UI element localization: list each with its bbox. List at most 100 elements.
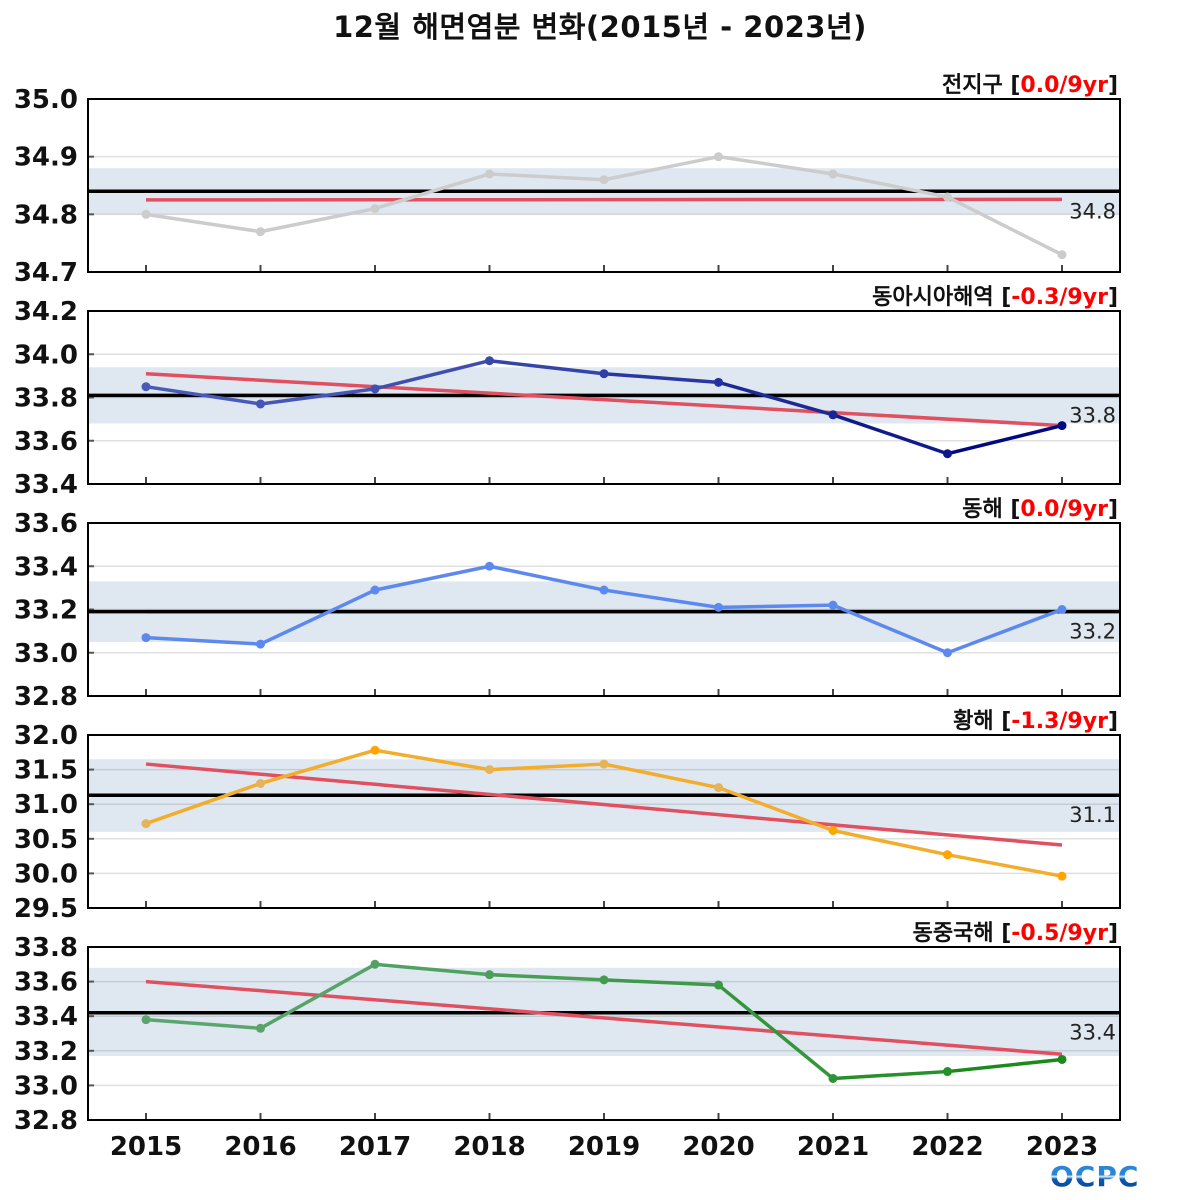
series-segment [945, 1057, 1064, 1074]
trend-line [145, 371, 1063, 428]
series-segment [373, 748, 492, 772]
series-segment [258, 748, 377, 786]
series-segment [831, 828, 950, 857]
ytick-label: 33.6 [14, 968, 78, 998]
data-point-2023 [1057, 605, 1067, 614]
series-segment [716, 785, 835, 833]
mean-value-label: 31.1 [1069, 803, 1116, 827]
plot-frame [87, 734, 1121, 909]
mean-value-label: 33.4 [1069, 1021, 1116, 1045]
mean-value-label: 33.8 [1069, 403, 1116, 427]
data-point-2015 [141, 819, 151, 829]
data-point-2015 [141, 633, 151, 643]
panel-4: 29.5 30.0 30.5 31.0 31.5 32.0 31.1 황해 [-1.3/9yr… [14, 709, 1121, 924]
series-segment [945, 607, 1064, 655]
data-point-2020 [714, 602, 723, 612]
series-segment [831, 413, 950, 456]
ytick-label: 32.8 [14, 1106, 78, 1136]
series-segment [716, 154, 835, 176]
data-point-2018 [485, 765, 494, 775]
data-point-2016 [256, 399, 265, 409]
series-segment [373, 358, 492, 391]
ytick-label: 29.5 [14, 894, 78, 924]
ytick-label: 33.6 [14, 509, 78, 539]
data-point-2016 [256, 227, 265, 237]
xtick-label: 2019 [568, 1132, 640, 1162]
ytick-label: 33.4 [14, 552, 78, 582]
ytick-label: 33.8 [14, 933, 78, 963]
series-segment [602, 762, 721, 790]
series-segment [487, 972, 606, 982]
series-segment [945, 852, 1064, 878]
data-point-2023 [1057, 871, 1067, 881]
series-segment [487, 762, 606, 772]
series-segment [945, 423, 1064, 456]
data-point-2017 [370, 384, 380, 394]
region-name: 동중국해 [ [913, 921, 1012, 946]
data-point-2016 [256, 778, 265, 788]
series-segment [258, 962, 377, 1031]
xtick-label: 2022 [911, 1132, 983, 1162]
region-name: 동해 [ [962, 497, 1020, 522]
trend-value: -0.5/9yr [1011, 921, 1108, 946]
ytick-label: 33.6 [14, 427, 78, 457]
ytick-label: 31.0 [14, 790, 78, 820]
plot-frame [87, 310, 1121, 485]
ytick-label: 30.0 [14, 859, 78, 889]
ytick-label: 32.0 [14, 721, 78, 751]
data-point-2020 [714, 783, 723, 793]
data-point-2020 [714, 980, 723, 990]
ytick-label: 33.4 [14, 470, 78, 500]
xtick-label: 2023 [1026, 1132, 1098, 1162]
ytick-label: 30.5 [14, 825, 78, 855]
panel-1: 34.7 34.8 34.9 35.0 34.8 전지구 [0.0/9yr] [14, 73, 1121, 288]
ocpc-logo: OCPC [1050, 1160, 1140, 1193]
series-segment [487, 358, 606, 376]
series-segment [258, 387, 377, 406]
series-segment [602, 978, 721, 987]
ytick-label: 34.7 [14, 258, 78, 288]
data-point-2019 [599, 759, 609, 769]
data-point-2021 [828, 169, 838, 179]
data-point-2018 [485, 169, 494, 179]
series-segment [144, 384, 263, 406]
data-point-2022 [943, 449, 952, 459]
data-point-2017 [370, 745, 380, 755]
panel-title: 동해 [0.0/9yr] [962, 497, 1118, 522]
data-point-2021 [828, 825, 838, 835]
plot-frame [87, 522, 1121, 697]
panel-title: 동중국해 [-0.5/9yr] [913, 921, 1118, 946]
trend-line [145, 762, 1063, 847]
ytick-label: 31.5 [14, 756, 78, 786]
series-segment [373, 564, 492, 592]
xtick-label: 2016 [224, 1132, 296, 1162]
ytick-label: 34.2 [14, 297, 78, 327]
data-point-2017 [370, 585, 380, 595]
series-segment [373, 962, 492, 977]
trend-value: -1.3/9yr [1011, 709, 1108, 734]
ytick-label: 34.8 [14, 200, 78, 230]
data-point-2022 [943, 1067, 952, 1077]
data-point-2022 [943, 850, 952, 860]
ytick-label: 33.2 [14, 596, 78, 626]
xtick-label: 2021 [797, 1132, 869, 1162]
data-point-2023 [1057, 421, 1067, 431]
ytick-label: 33.8 [14, 384, 78, 414]
data-point-2016 [256, 639, 265, 649]
series-segment [144, 1017, 263, 1031]
trend-value: -0.3/9yr [1011, 285, 1108, 310]
panel-title: 황해 [-1.3/9yr] [953, 709, 1118, 734]
region-name: 동아시아해역 [ [872, 285, 1011, 310]
data-point-2020 [714, 377, 723, 387]
data-point-2016 [256, 1023, 265, 1033]
trend-value: 0.0/9yr [1020, 497, 1108, 522]
xtick-label: 2015 [110, 1132, 182, 1162]
mean-value-label: 34.8 [1069, 199, 1116, 223]
trend-line [145, 197, 1063, 202]
series-segment [487, 564, 606, 592]
series-segment [831, 172, 950, 199]
mean-value-label: 33.2 [1069, 620, 1116, 644]
series-segment [258, 206, 377, 234]
chart-title: 12월 해면염분 변화(2015년 - 2023년) [333, 10, 867, 44]
